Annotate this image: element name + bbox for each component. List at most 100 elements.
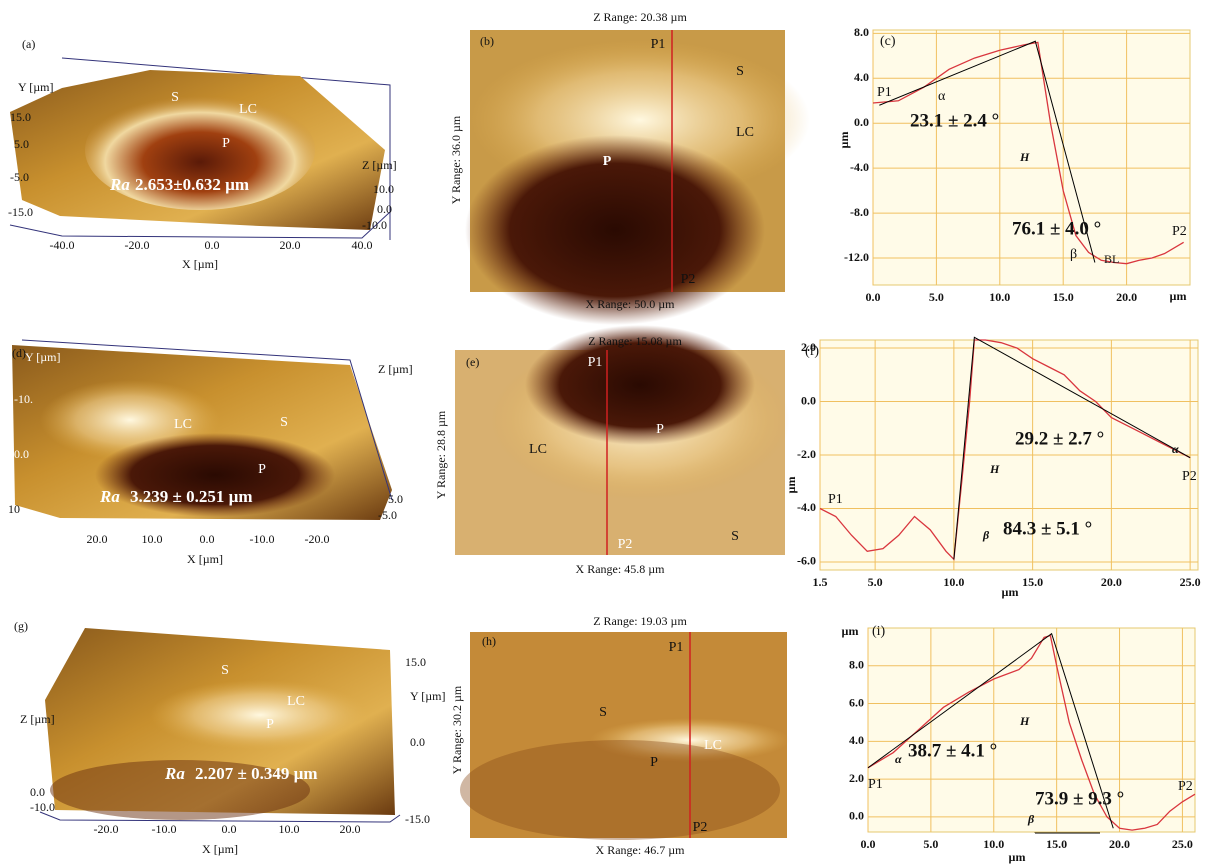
panel-text: 2.207 ± 0.349 µm <box>195 764 318 783</box>
y-tick-label: 0.0 <box>801 393 816 407</box>
annotation: α <box>938 89 946 104</box>
panel-text: Z Range: 15.08 µm <box>588 334 682 348</box>
annotation: H <box>1019 714 1030 728</box>
panel-text: LC <box>239 102 257 117</box>
panel-text: (g) <box>14 619 28 633</box>
panel-text: -10.0 <box>152 822 177 836</box>
panel-text: 20.0 <box>280 238 301 252</box>
y-tick-label: 2.0 <box>849 771 864 785</box>
panel-text: LC <box>174 417 192 432</box>
panel-text: -20.0 <box>125 238 150 252</box>
panel-text: 2.653±0.632 µm <box>135 175 249 194</box>
annotation: α <box>1172 442 1179 456</box>
y-axis-label: µm <box>842 624 859 638</box>
panel-text: P <box>266 717 274 732</box>
annotation: H <box>989 462 1000 476</box>
y-tick-label: 4.0 <box>849 733 864 747</box>
panel-text: (b) <box>480 34 494 48</box>
panel-text: Y Range: 36.0 µm <box>449 115 463 204</box>
annotation: (i) <box>872 624 886 639</box>
panel-text: 5.0 <box>388 492 403 506</box>
y-axis-label: µm <box>837 132 851 149</box>
y-axis-label: µm <box>784 477 798 494</box>
x-tick-label: 20.0 <box>1116 290 1137 304</box>
x-tick-label: 20.0 <box>1109 837 1130 851</box>
panel-text: Ra <box>99 487 120 506</box>
panel-text: 15.0 <box>10 110 31 124</box>
panel-text: 0.0 <box>410 735 425 749</box>
x-tick-label: 0.0 <box>866 290 881 304</box>
panel-text: Y Range: 28.8 µm <box>434 410 448 499</box>
panel-text: P1 <box>669 640 684 655</box>
x-axis-label: µm <box>1009 850 1026 864</box>
panel-text: -40.0 <box>50 238 75 252</box>
panel-text: 10 <box>8 502 20 516</box>
panel-text: -10.0 <box>30 800 55 814</box>
panel-text: (a) <box>22 37 35 51</box>
annotation: (c) <box>880 34 896 49</box>
panel-text: Y [µm] <box>410 689 445 703</box>
panel-text: LC <box>704 738 722 753</box>
x-tick-label: 20.0 <box>1101 575 1122 589</box>
annotation: 38.7 ± 4.1 ° <box>908 740 997 761</box>
annotation: P2 <box>1182 469 1197 484</box>
y-tick-label: -6.0 <box>797 554 816 568</box>
panel-text: X [µm] <box>182 257 218 271</box>
panel-text: 0.0 <box>205 238 220 252</box>
panel-text: X Range: 45.8 µm <box>576 562 666 576</box>
surface-a <box>10 58 390 240</box>
panel-text: Y [µm] <box>25 350 60 364</box>
panel-text: P <box>650 755 658 770</box>
panel-text: Z [µm] <box>362 158 397 172</box>
plot-area <box>873 30 1190 285</box>
panel-text: S <box>736 64 744 79</box>
x-tick-label: 10.0 <box>983 837 1004 851</box>
panel-text: 0.0 <box>30 785 45 799</box>
x-tick-label: 15.0 <box>1053 290 1074 304</box>
y-tick-label: -8.0 <box>850 205 869 219</box>
annotation: 23.1 ± 2.4 ° <box>910 110 999 131</box>
panel-text: -20.0 <box>94 822 119 836</box>
panel-text: X [µm] <box>187 552 223 566</box>
x-tick-label: 15.0 <box>1022 575 1043 589</box>
panel-text: S <box>171 90 179 105</box>
panel-text: P2 <box>618 537 633 552</box>
annotation: (f) <box>805 344 819 359</box>
panel-text: LC <box>529 442 547 457</box>
x-tick-label: 10.0 <box>943 575 964 589</box>
panel-text: 5.0 <box>14 137 29 151</box>
annotation: P1 <box>868 777 883 792</box>
panel-text: Y [µm] <box>18 80 53 94</box>
y-tick-label: -2.0 <box>797 447 816 461</box>
panel-text: -5.0 <box>378 508 397 522</box>
annotation: α <box>895 752 902 766</box>
panel-text: 10.0 <box>142 532 163 546</box>
panel-text: S <box>731 529 739 544</box>
panel-text: S <box>280 415 288 430</box>
panel-text: 15.0 <box>405 655 426 669</box>
panel-text: P1 <box>588 355 603 370</box>
panel-text: Ra <box>164 764 185 783</box>
afm-map-h <box>460 632 790 840</box>
panel-text: S <box>599 705 607 720</box>
panel-text: (h) <box>482 634 496 648</box>
panel-text: 20.0 <box>340 822 361 836</box>
panel-text: -5.0 <box>10 170 29 184</box>
panel-text: (e) <box>466 355 479 369</box>
x-tick-label: 10.0 <box>989 290 1010 304</box>
annotation: β <box>1070 247 1077 262</box>
y-tick-label: 8.0 <box>849 658 864 672</box>
annotation: 73.9 ± 9.3 ° <box>1035 788 1124 809</box>
panel-text: P <box>656 422 664 437</box>
panel-text: Z [µm] <box>378 362 413 376</box>
annotation: H <box>1019 150 1030 164</box>
panel-text: 40.0 <box>352 238 373 252</box>
y-tick-label: 0.0 <box>849 809 864 823</box>
panel-text: X [µm] <box>202 842 238 856</box>
annotation: P2 <box>1172 224 1187 239</box>
y-tick-label: 4.0 <box>854 70 869 84</box>
panel-text: -15.0 <box>8 205 33 219</box>
annotation: P1 <box>877 85 892 100</box>
afm-map-b <box>465 30 810 325</box>
panel-text: Y Range: 30.2 µm <box>450 685 464 774</box>
